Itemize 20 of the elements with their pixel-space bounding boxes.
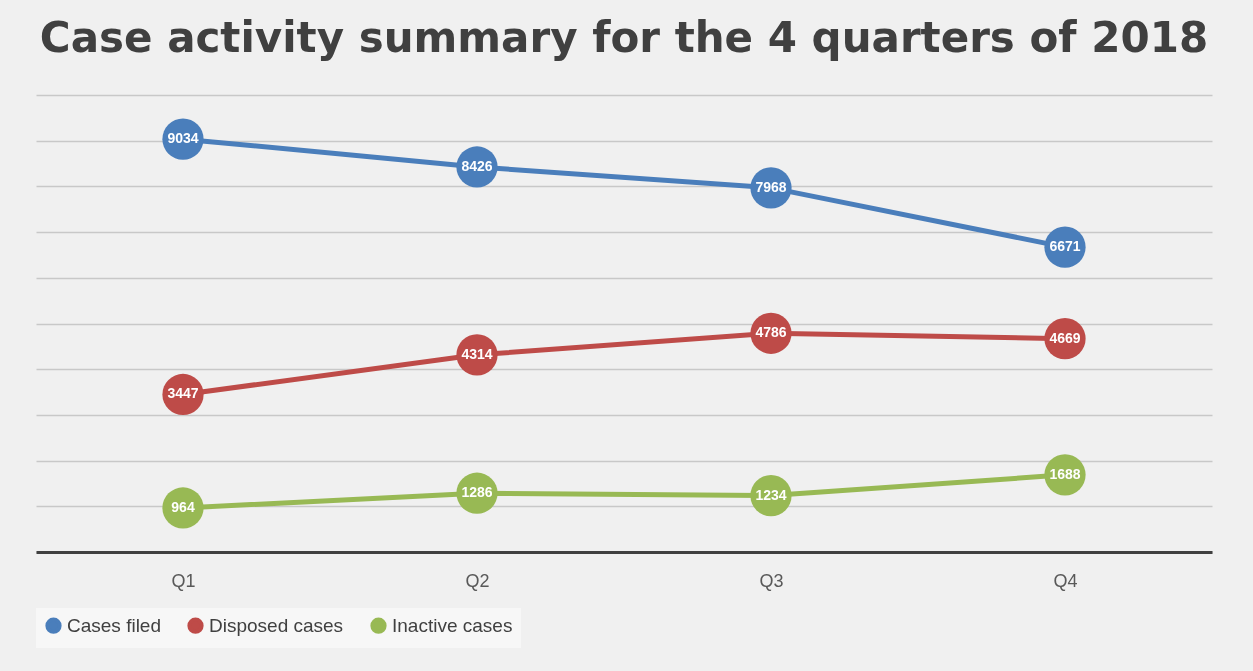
data-label: 1234 [755, 486, 787, 503]
chart-title: Case activity summary for the 4 quarters of 2018 [39, 13, 1209, 62]
data-label: 4314 [461, 345, 493, 362]
data-label: 6671 [1049, 238, 1081, 255]
data-label: 8426 [461, 157, 493, 174]
legend-label: Inactive cases [392, 614, 513, 636]
legend-label: Cases filed [67, 614, 161, 636]
data-label: 4786 [755, 324, 787, 341]
data-label: 3447 [167, 385, 199, 402]
data-label: 1688 [1049, 465, 1081, 482]
x-tick-label: Q3 [759, 570, 784, 591]
legend-label: Disposed cases [209, 614, 344, 636]
x-tick-label: Q4 [1053, 570, 1078, 591]
x-tick-label: Q2 [465, 570, 490, 591]
data-label: 964 [171, 498, 195, 515]
data-label: 4669 [1049, 329, 1081, 346]
x-tick-label: Q1 [171, 570, 196, 591]
data-label: 9034 [167, 130, 199, 147]
data-label: 1286 [461, 484, 493, 501]
data-label: 7968 [755, 178, 787, 195]
